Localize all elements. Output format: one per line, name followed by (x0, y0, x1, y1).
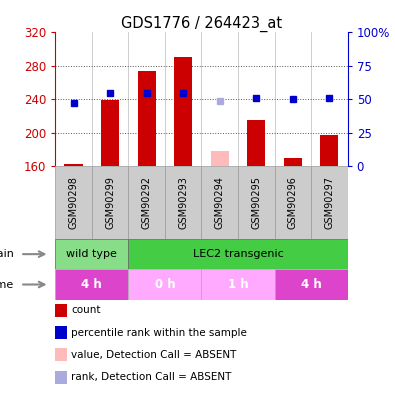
Text: LEC2 transgenic: LEC2 transgenic (193, 249, 283, 259)
Text: 4 h: 4 h (81, 278, 102, 291)
Text: GSM90299: GSM90299 (105, 176, 115, 229)
Bar (55, 269, 128, 300)
Bar (275, 166, 311, 239)
Text: GSM90293: GSM90293 (178, 176, 188, 229)
Text: wild type: wild type (66, 249, 117, 259)
Bar (211, 151, 229, 166)
Text: GSM90294: GSM90294 (215, 176, 225, 229)
Text: 1 h: 1 h (228, 278, 248, 291)
Bar (174, 58, 192, 166)
Bar (201, 166, 238, 239)
Bar (64, 164, 83, 166)
Bar (55, 166, 92, 239)
Bar (320, 135, 339, 166)
Text: GSM90292: GSM90292 (142, 176, 152, 229)
Bar (101, 100, 119, 166)
Bar (128, 269, 201, 300)
Text: 0 h: 0 h (154, 278, 175, 291)
Bar (284, 158, 302, 166)
Bar (92, 166, 128, 239)
Bar (275, 269, 348, 300)
Bar (137, 71, 156, 166)
Bar (311, 166, 348, 239)
Title: GDS1776 / 264423_at: GDS1776 / 264423_at (121, 16, 282, 32)
Text: GSM90295: GSM90295 (251, 176, 261, 229)
Text: percentile rank within the sample: percentile rank within the sample (71, 328, 247, 337)
Bar (55, 239, 128, 269)
Text: strain: strain (0, 249, 14, 259)
Bar (201, 269, 275, 300)
Text: GSM90297: GSM90297 (324, 176, 334, 229)
Text: time: time (0, 279, 14, 290)
Bar (165, 166, 201, 239)
Bar (238, 166, 275, 239)
Text: value, Detection Call = ABSENT: value, Detection Call = ABSENT (71, 350, 237, 360)
Text: GSM90296: GSM90296 (288, 176, 298, 229)
Bar (128, 239, 348, 269)
Text: count: count (71, 305, 101, 315)
Text: rank, Detection Call = ABSENT: rank, Detection Call = ABSENT (71, 372, 231, 382)
Text: GSM90298: GSM90298 (69, 176, 79, 229)
Bar (247, 120, 265, 166)
Bar (128, 166, 165, 239)
Text: 4 h: 4 h (301, 278, 322, 291)
